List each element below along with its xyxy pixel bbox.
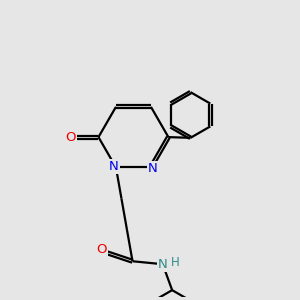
Text: O: O [66, 130, 76, 144]
Text: N: N [109, 160, 119, 173]
Text: O: O [96, 243, 106, 256]
Text: N: N [158, 258, 168, 271]
Text: N: N [148, 162, 158, 175]
Text: H: H [171, 256, 179, 269]
